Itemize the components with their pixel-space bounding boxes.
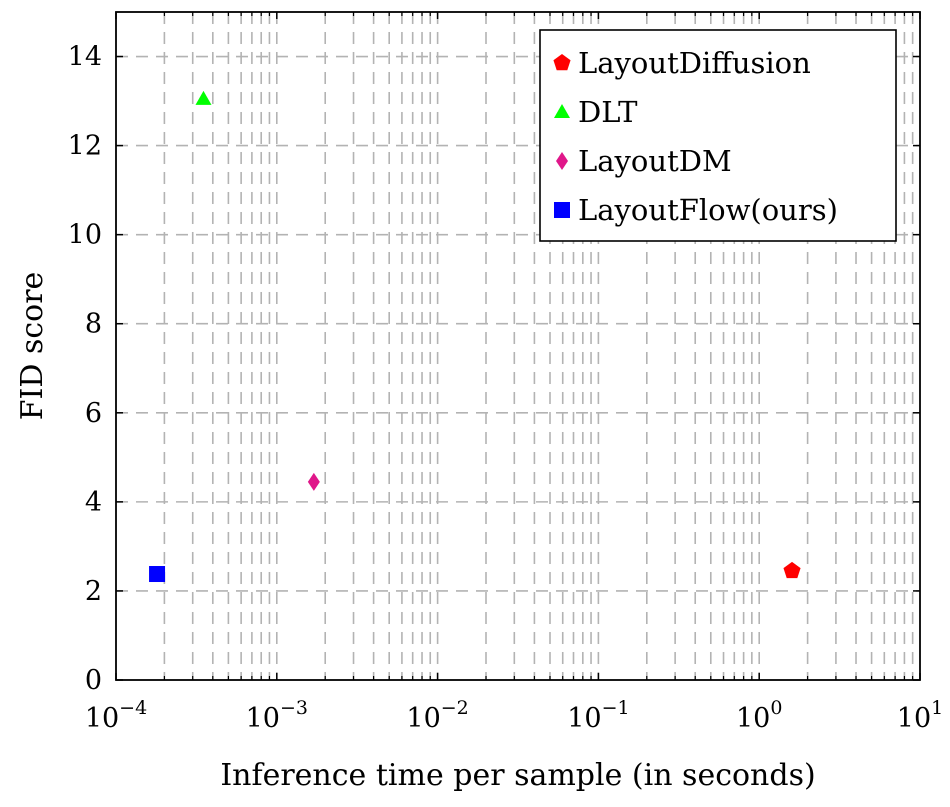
x-axis-ticks: 10−4 10−3 10−2 10−1 100 101 <box>85 12 943 734</box>
data-point <box>307 472 320 491</box>
x-tick-label: 100 <box>736 697 782 734</box>
legend-marker <box>556 152 568 170</box>
x-tick-label: 10−1 <box>567 697 629 734</box>
data-point <box>783 561 801 579</box>
y-tick-label: 8 <box>85 309 102 340</box>
legend-marker <box>553 54 571 71</box>
plot-frame <box>115 11 921 681</box>
data-points <box>149 90 801 583</box>
y-tick-label: 4 <box>85 487 102 518</box>
data-point <box>149 566 166 583</box>
y-tick-label: 14 <box>68 42 102 73</box>
legend-box <box>539 29 897 242</box>
legend-label: LayoutFlow(ours) <box>578 193 838 227</box>
x-tick-label: 10−4 <box>85 697 147 734</box>
legend-label: LayoutDiffusion <box>578 46 811 80</box>
y-tick-label: 12 <box>68 131 102 162</box>
legend-label: LayoutDM <box>578 144 732 178</box>
x-tick-label: 101 <box>897 697 943 734</box>
legend-marker <box>554 202 570 218</box>
y-axis-ticks: 0 2 4 6 8 10 12 14 <box>68 42 920 696</box>
x-axis-label: Inference time per sample (in seconds) <box>220 758 815 793</box>
y-tick-label: 2 <box>85 576 102 607</box>
y-tick-label: 0 <box>85 665 102 696</box>
x-tick-label: 10−3 <box>246 697 308 734</box>
x-tick-label: 10−2 <box>406 697 468 734</box>
y-tick-label: 6 <box>85 398 102 429</box>
y-tick-label: 10 <box>68 220 102 251</box>
legend: LayoutDiffusion DLT LayoutDM LayoutFlow(our… <box>539 29 897 242</box>
legend-label: DLT <box>578 95 638 129</box>
data-point <box>195 90 212 105</box>
y-axis-label: FID score <box>15 272 50 421</box>
legend-marker <box>554 104 570 118</box>
